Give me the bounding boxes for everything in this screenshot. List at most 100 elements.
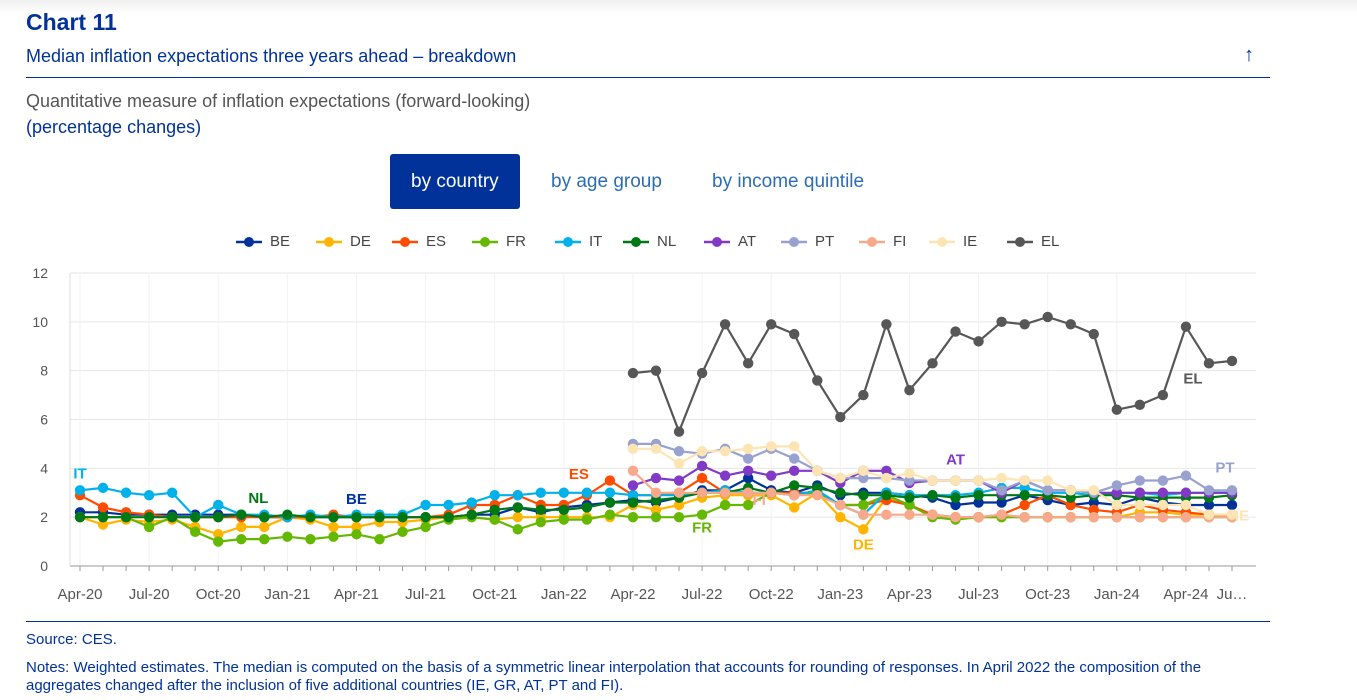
data-point-fr xyxy=(627,511,639,523)
x-tick-label: Oct-22 xyxy=(749,586,794,603)
data-point-el xyxy=(742,358,754,369)
data-point-de xyxy=(512,511,523,523)
data-point-nl xyxy=(1019,489,1030,501)
series-label-it: IT xyxy=(73,465,86,482)
data-point-nl xyxy=(650,494,662,506)
series-label-fr: FR xyxy=(692,520,712,537)
title-divider xyxy=(26,77,1270,78)
data-point-fi xyxy=(927,509,938,520)
data-point-el xyxy=(1019,319,1030,330)
data-point-fi xyxy=(627,465,639,476)
data-point-it xyxy=(466,497,477,508)
chart-subtitle: Quantitative measure of inflation expect… xyxy=(26,91,531,111)
tab-by-age-group[interactable]: by age group xyxy=(551,171,662,192)
data-point-nl xyxy=(627,497,639,508)
legend-label: ES xyxy=(426,233,447,250)
tab-by-country[interactable]: by country xyxy=(390,154,520,209)
data-point-fi xyxy=(996,509,1007,520)
data-point-fr xyxy=(190,526,201,538)
data-point-it xyxy=(489,489,500,501)
y-tick-label: 0 xyxy=(40,558,48,574)
y-tick-label: 8 xyxy=(40,363,48,379)
data-point-el xyxy=(1111,404,1123,415)
series-line-el xyxy=(632,315,1233,433)
tab-by-income-quintile[interactable]: by income quintile xyxy=(712,171,865,192)
data-point-el xyxy=(1134,399,1146,411)
series-label-de: DE xyxy=(853,536,874,553)
data-point-fi xyxy=(950,511,961,523)
data-point-fi xyxy=(1134,511,1146,523)
data-point-pt xyxy=(996,485,1007,496)
x-tick-label: Apr-22 xyxy=(610,586,655,603)
data-point-fr xyxy=(650,511,662,523)
data-point-el xyxy=(1226,355,1238,367)
data-point-de xyxy=(213,529,224,540)
data-point-it xyxy=(213,499,224,511)
legend-label: BE xyxy=(270,233,291,250)
data-point-fi xyxy=(1042,511,1053,523)
data-point-nl xyxy=(259,511,270,523)
data-point-fi xyxy=(1065,511,1076,523)
data-point-es xyxy=(604,475,616,486)
data-point-it xyxy=(120,487,132,498)
data-point-nl xyxy=(789,480,800,491)
data-point-nl xyxy=(973,489,984,501)
data-point-at xyxy=(650,472,662,484)
data-point-el xyxy=(673,426,685,437)
legend-label: DE xyxy=(350,233,371,250)
data-point-ie xyxy=(1180,499,1192,511)
legend-marker xyxy=(781,230,811,254)
data-point-pt xyxy=(1203,485,1215,496)
data-point-ie xyxy=(766,441,777,452)
x-tick-label: Oct-21 xyxy=(472,586,517,603)
data-point-fr xyxy=(420,521,431,533)
data-point-fi xyxy=(858,509,869,520)
data-point-fr xyxy=(374,533,385,545)
top-shadow-bar xyxy=(0,0,1357,14)
data-point-fr xyxy=(581,514,593,525)
data-point-fi xyxy=(973,511,984,523)
data-point-nl xyxy=(236,509,247,520)
x-tick-label: Ju… xyxy=(1217,586,1248,603)
chart-title: Median inflation expectations three year… xyxy=(26,46,517,66)
x-tick-label: Apr-20 xyxy=(57,586,102,603)
data-point-nl xyxy=(904,492,915,503)
data-point-el xyxy=(996,316,1007,328)
chart-unit: (percentage changes) xyxy=(26,117,202,137)
data-point-fi xyxy=(881,509,892,520)
data-point-nl xyxy=(305,511,316,523)
y-tick-label: 10 xyxy=(32,314,48,330)
data-point-at xyxy=(881,465,892,476)
data-point-el xyxy=(650,365,662,376)
data-point-pt xyxy=(742,453,754,464)
data-point-nl xyxy=(74,511,86,523)
x-tick-label: Apr-21 xyxy=(334,586,379,603)
data-point-fr xyxy=(742,499,754,511)
data-point-de xyxy=(673,499,685,511)
data-point-at xyxy=(1157,487,1169,498)
legend-marker xyxy=(316,230,346,254)
data-point-ie xyxy=(696,446,708,457)
data-point-pt xyxy=(904,475,915,486)
data-point-ie xyxy=(881,472,892,484)
data-point-el xyxy=(1203,358,1215,369)
data-point-el xyxy=(950,326,961,337)
data-point-nl xyxy=(489,504,500,516)
line-chart: 0 2 4 6 8 10 12 Apr-20 Jul-20 Oct-20 Jan-21 Apr-21 J… xyxy=(32,265,1256,603)
x-tick-label: Jul-20 xyxy=(129,586,170,603)
data-point-ie xyxy=(1134,499,1146,511)
data-point-be xyxy=(996,497,1007,508)
data-point-at xyxy=(673,475,685,486)
footer-divider xyxy=(26,621,1270,622)
x-tick-label: Jan-21 xyxy=(264,586,310,603)
data-point-nl xyxy=(213,511,224,523)
data-point-pt xyxy=(1134,475,1146,486)
arrow-up-icon[interactable]: ↑ xyxy=(1244,44,1254,66)
data-point-nl xyxy=(950,492,961,503)
data-point-nl xyxy=(190,511,201,523)
data-point-el xyxy=(904,385,915,396)
legend-label: EL xyxy=(1041,233,1060,250)
legend-label: IT xyxy=(589,233,603,250)
data-point-it xyxy=(558,487,570,498)
legend-marker xyxy=(704,230,734,254)
